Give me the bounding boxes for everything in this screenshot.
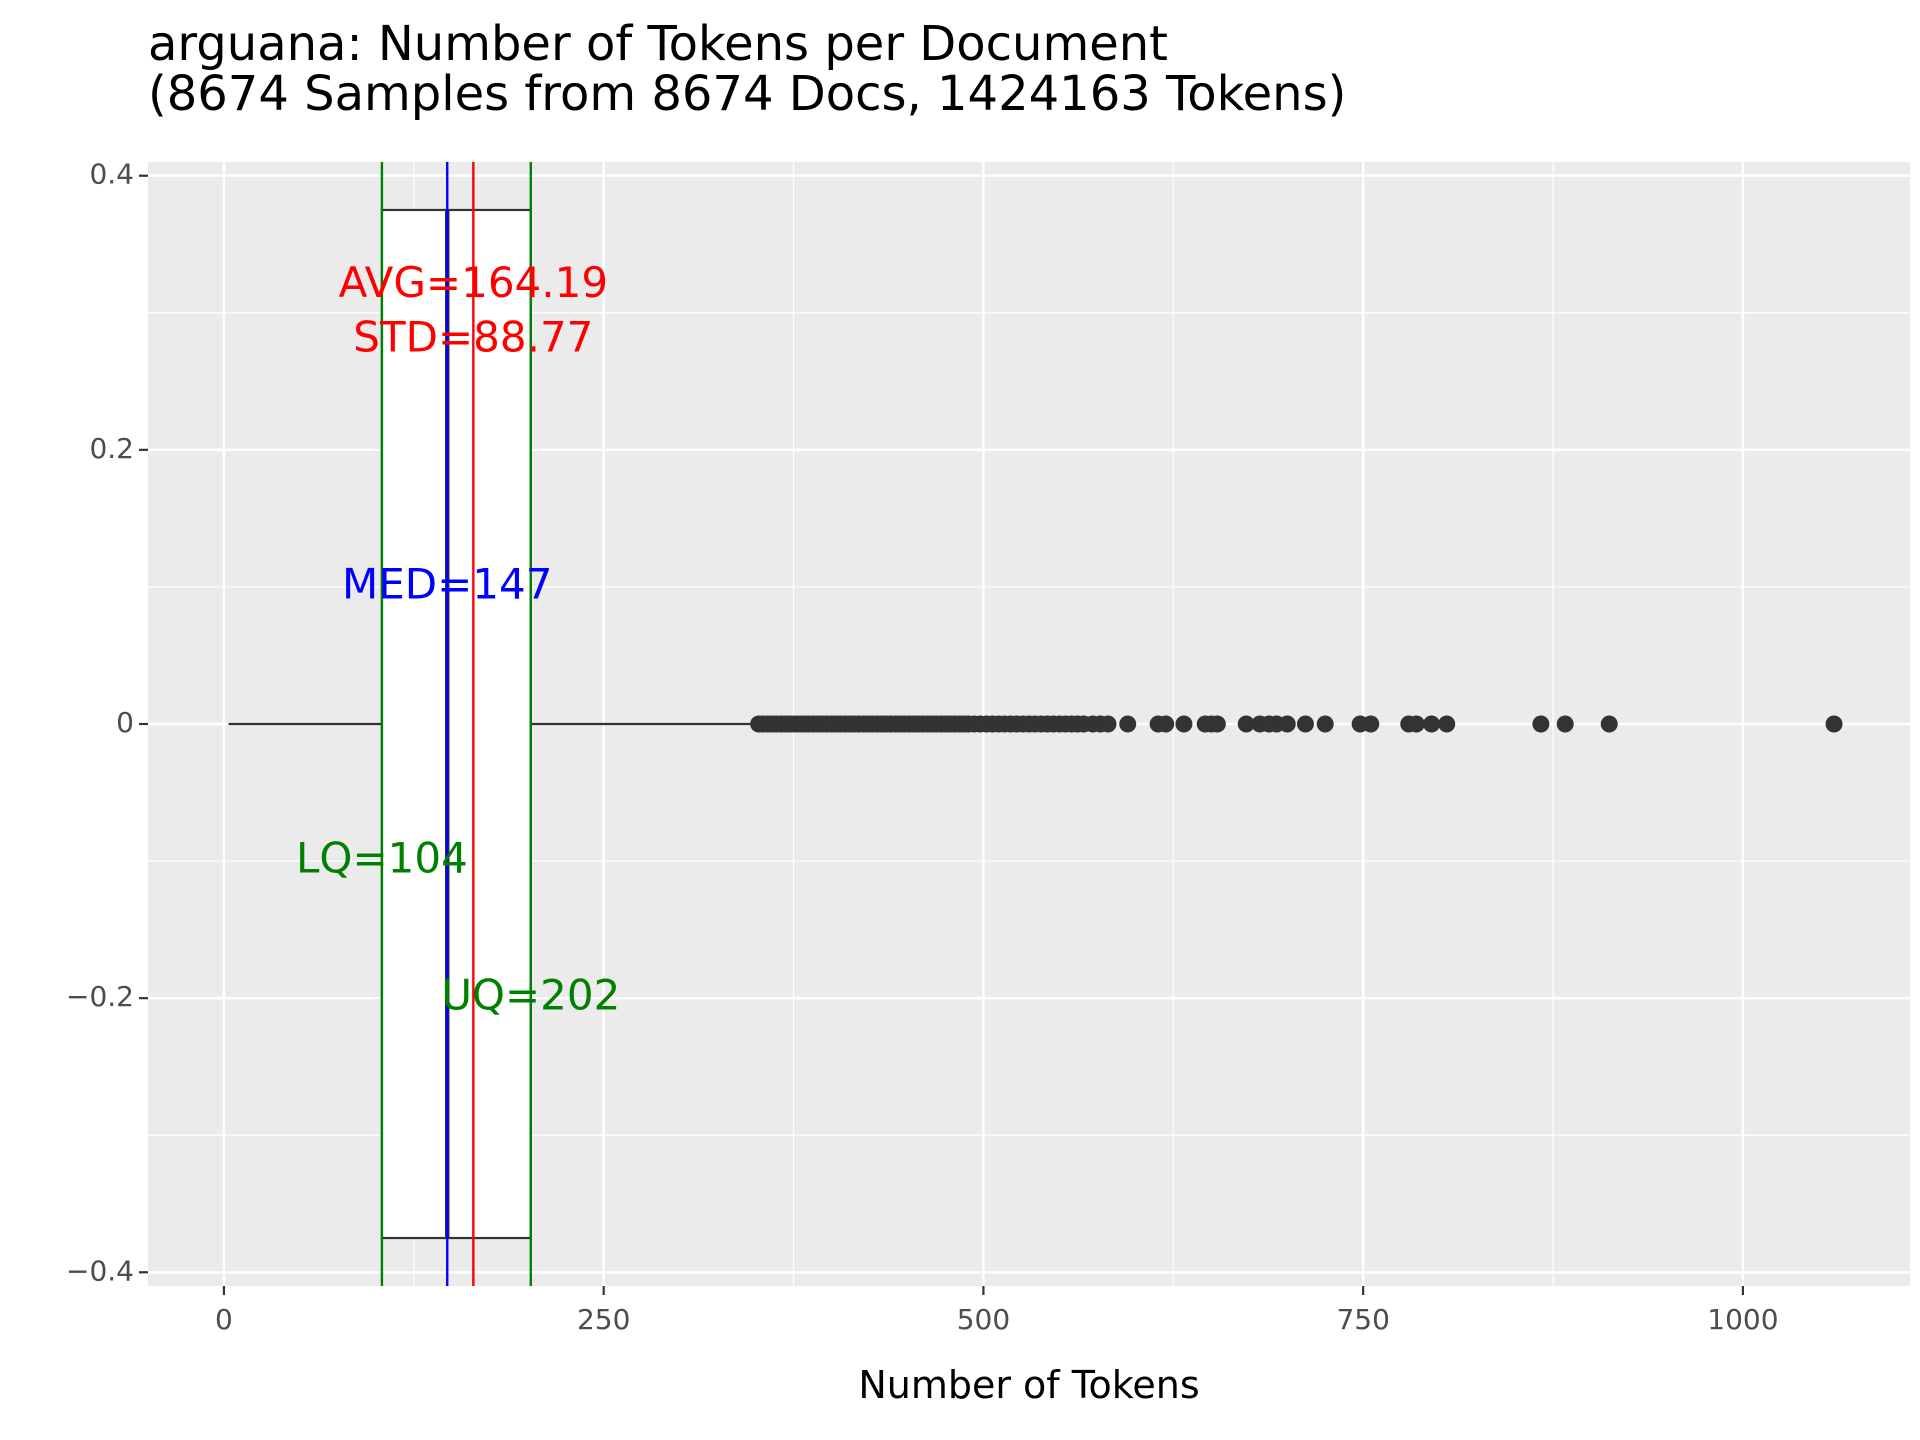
outlier-point	[1362, 715, 1380, 733]
y-tick-label: 0.2	[89, 432, 134, 465]
outlier-point	[1099, 715, 1117, 733]
y-tick-label: 0.4	[89, 158, 134, 191]
outlier-point	[1278, 715, 1296, 733]
annotations: AVG=164.19 STD=88.77 MED=147 LQ=104 UQ=202	[296, 258, 620, 1020]
outlier-point	[1556, 715, 1574, 733]
annotation-label: MED=147	[342, 559, 552, 608]
x-tick-label: 0	[215, 1303, 233, 1336]
annotation-label: AVG=164.19	[339, 258, 608, 307]
reference-lines	[380, 162, 532, 1286]
outlier-point	[1208, 715, 1226, 733]
x-tick-label: 500	[957, 1303, 1010, 1336]
outlier-point	[1423, 715, 1441, 733]
annotation-label: LQ=104	[296, 834, 468, 883]
box-plot	[228, 208, 756, 1240]
outlier-point	[1532, 715, 1550, 733]
outlier-point	[1438, 715, 1456, 733]
outlier-point	[1157, 715, 1175, 733]
outlier-point	[1316, 715, 1334, 733]
annotation-label: STD=88.77	[353, 313, 593, 362]
y-tick-label: 0	[116, 706, 134, 739]
chart-subtitle: (8674 Samples from 8674 Docs, 1424163 To…	[148, 66, 1346, 122]
annotation-label: UQ=202	[441, 971, 620, 1020]
y-tick-label: −0.4	[66, 1254, 134, 1287]
box-body	[380, 208, 532, 1240]
outlier-point	[1407, 715, 1425, 733]
y-axis: 0.4 0.2 0 −0.2 −0.4	[66, 158, 148, 1287]
chart-title: arguana: Number of Tokens per Document	[148, 16, 1168, 72]
outlier-point	[1296, 715, 1314, 733]
x-tick-label: 1000	[1707, 1303, 1778, 1336]
outlier-point	[1600, 715, 1618, 733]
y-tick-label: −0.2	[66, 980, 134, 1013]
outlier-point	[1825, 715, 1843, 733]
x-axis: 0 250 500 750 1000	[215, 1286, 1779, 1336]
outlier-point	[1237, 715, 1255, 733]
outlier-points	[750, 715, 1843, 733]
x-tick-label: 750	[1336, 1303, 1389, 1336]
outlier-point	[1175, 715, 1193, 733]
x-axis-title: Number of Tokens	[858, 1363, 1199, 1407]
outlier-point	[1119, 715, 1137, 733]
x-tick-label: 250	[577, 1303, 630, 1336]
